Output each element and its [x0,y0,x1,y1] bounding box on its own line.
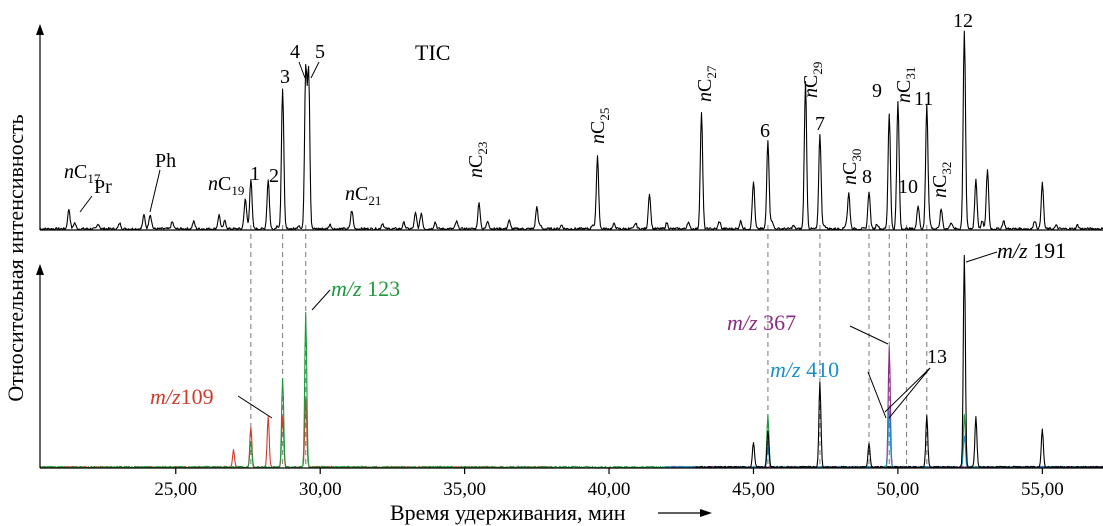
peak-label-p5: 5 [315,41,325,63]
x-tick-label: 35,00 [443,479,486,500]
peak-label-nC32: nC32 [929,162,954,198]
peak-label-p4: 4 [290,41,300,63]
peak-label-nC29: nC29 [800,62,825,98]
leader-line [888,367,931,419]
mz-label-367: m/z 367 [727,310,796,335]
leader-line [310,61,320,79]
mz-leader-410 [867,371,887,419]
mz-trace-109 [39,398,552,469]
x-tick-label: 40,00 [588,479,631,500]
peak-label-p1: 1 [250,163,260,185]
mz-leader-367 [849,325,889,345]
x-tick-label: 50,00 [877,479,920,500]
leader-line [298,61,306,79]
mz-trace-410 [660,409,1103,469]
x-tick-label: 55,00 [1021,479,1064,500]
guide-lines [250,225,928,466]
leader-line [149,169,161,213]
y-axis-title: Относительная интенсивность [3,114,28,401]
peak-label-Pr: Pr [94,176,112,198]
peak-label-p9: 9 [872,80,882,102]
mz-label-123: m/z 123 [331,276,400,301]
peak-label-p3: 3 [280,66,290,88]
mz-trace-191 [695,254,1103,469]
peak-label-p2: 2 [269,165,279,187]
peak-label-nC19: nC19 [208,173,244,198]
peak-label-p10: 10 [898,176,918,198]
mz-labels: m/z109 m/z 123 m/z 367 m/z 410 m/z 191 [150,238,1066,419]
mz-leader-109 [237,395,273,419]
peak-label-nC17: nC17 [64,161,101,186]
x-tick-label: 30,00 [299,479,342,500]
peak-label-p6: 6 [760,120,770,142]
peak-label-p8: 8 [862,166,872,188]
tic-trace [39,30,1103,231]
mz-y-axis-arrow [36,264,44,275]
peak-label-nC21: nC21 [345,183,381,208]
leader-line [79,195,93,213]
mz-trace-367 [666,346,1103,469]
tic-label: TIC [415,40,450,65]
peak-label-nC25: nC25 [587,108,612,144]
peak-label-p12: 12 [953,10,973,32]
mz-leader-191 [965,251,998,263]
x-ticks: 25,00 30,00 35,00 40,00 45,00 50,00 55,00 [154,468,1064,500]
mz-label-410: m/z 410 [770,357,839,382]
x-axis-title: Время удерживания, мин [390,500,626,525]
peak-label-nC31: nC31 [893,67,918,103]
peak-label-nC23: nC23 [465,142,490,178]
x-axis-title-arrowhead [700,509,712,517]
mz-label-109: m/z109 [150,384,214,409]
peak-label-Ph: Ph [155,150,176,172]
leader-line [884,367,931,413]
mz-leader-123 [311,289,331,311]
mz-label-191: m/z 191 [997,238,1066,263]
peak-label-p11: 11 [914,88,933,110]
peak-label-p13: 13 [927,346,947,368]
x-tick-label: 45,00 [732,479,775,500]
peak-label-nC30: nC30 [839,149,864,185]
tic-y-axis-arrow [36,24,44,35]
x-tick-label: 25,00 [154,479,197,500]
peak-label-nC27: nC27 [694,65,719,102]
peak-label-p7: 7 [815,113,825,135]
